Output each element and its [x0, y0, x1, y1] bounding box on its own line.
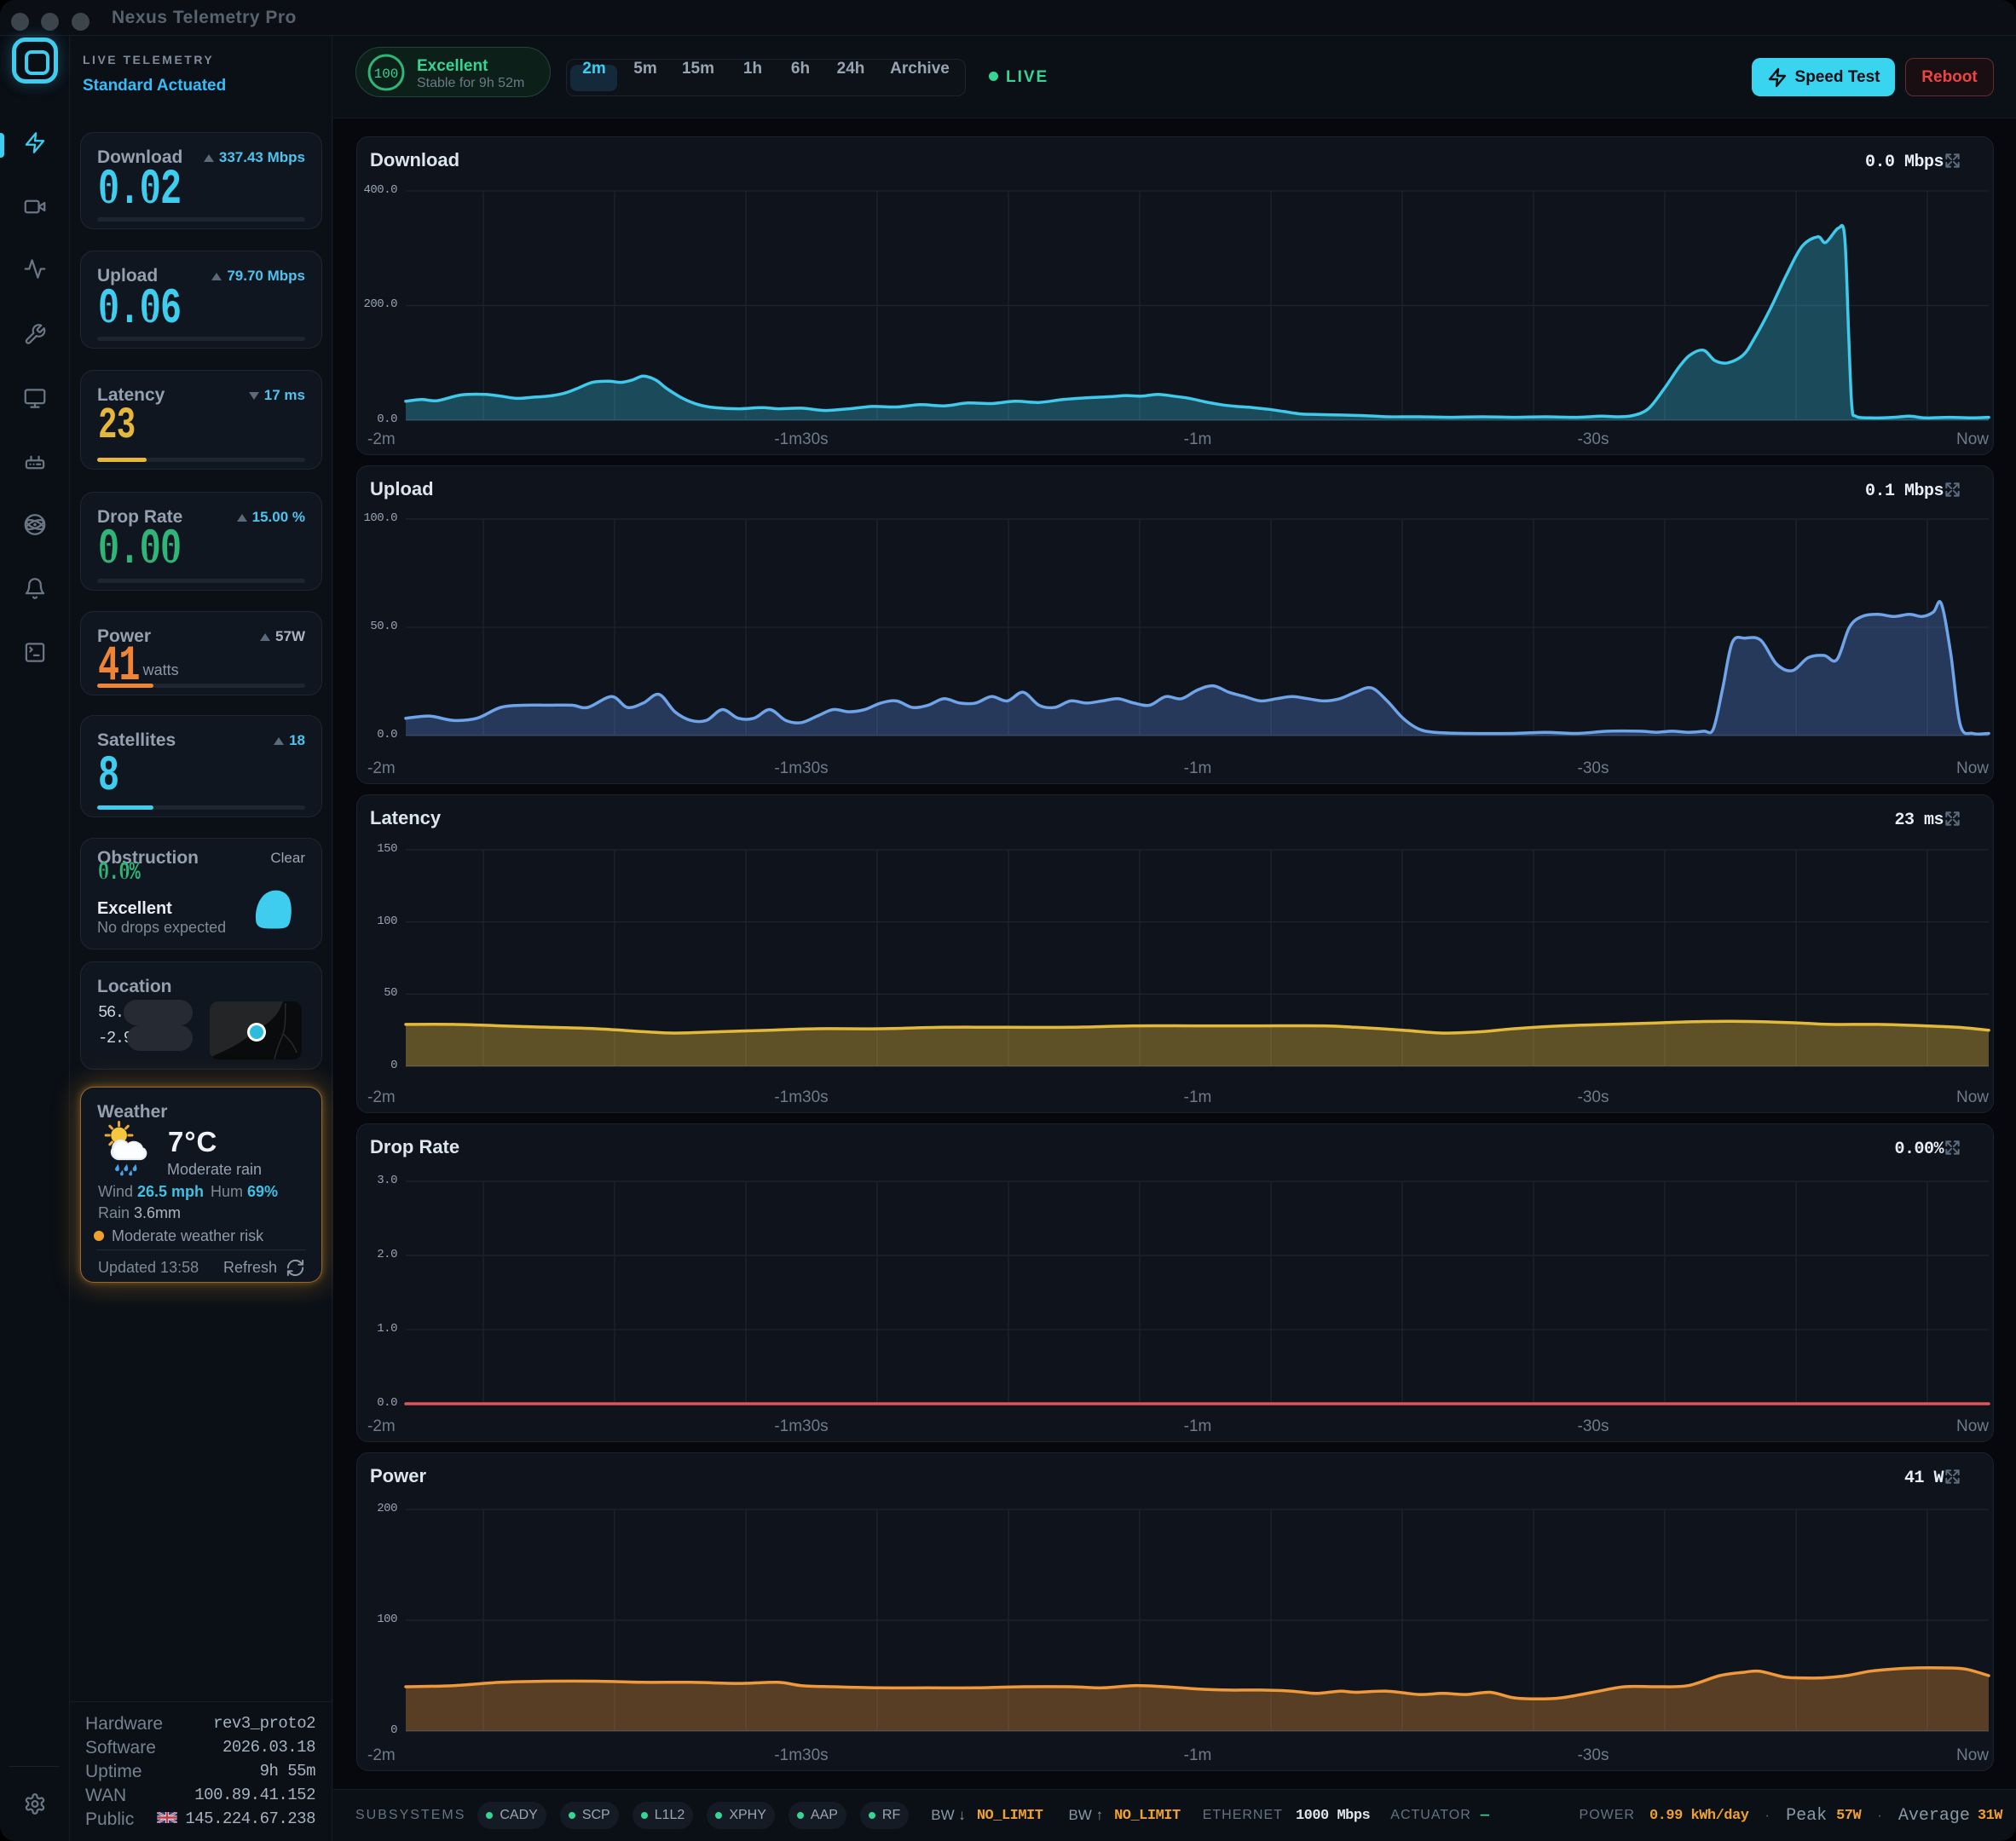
svg-text:100: 100	[374, 66, 399, 82]
